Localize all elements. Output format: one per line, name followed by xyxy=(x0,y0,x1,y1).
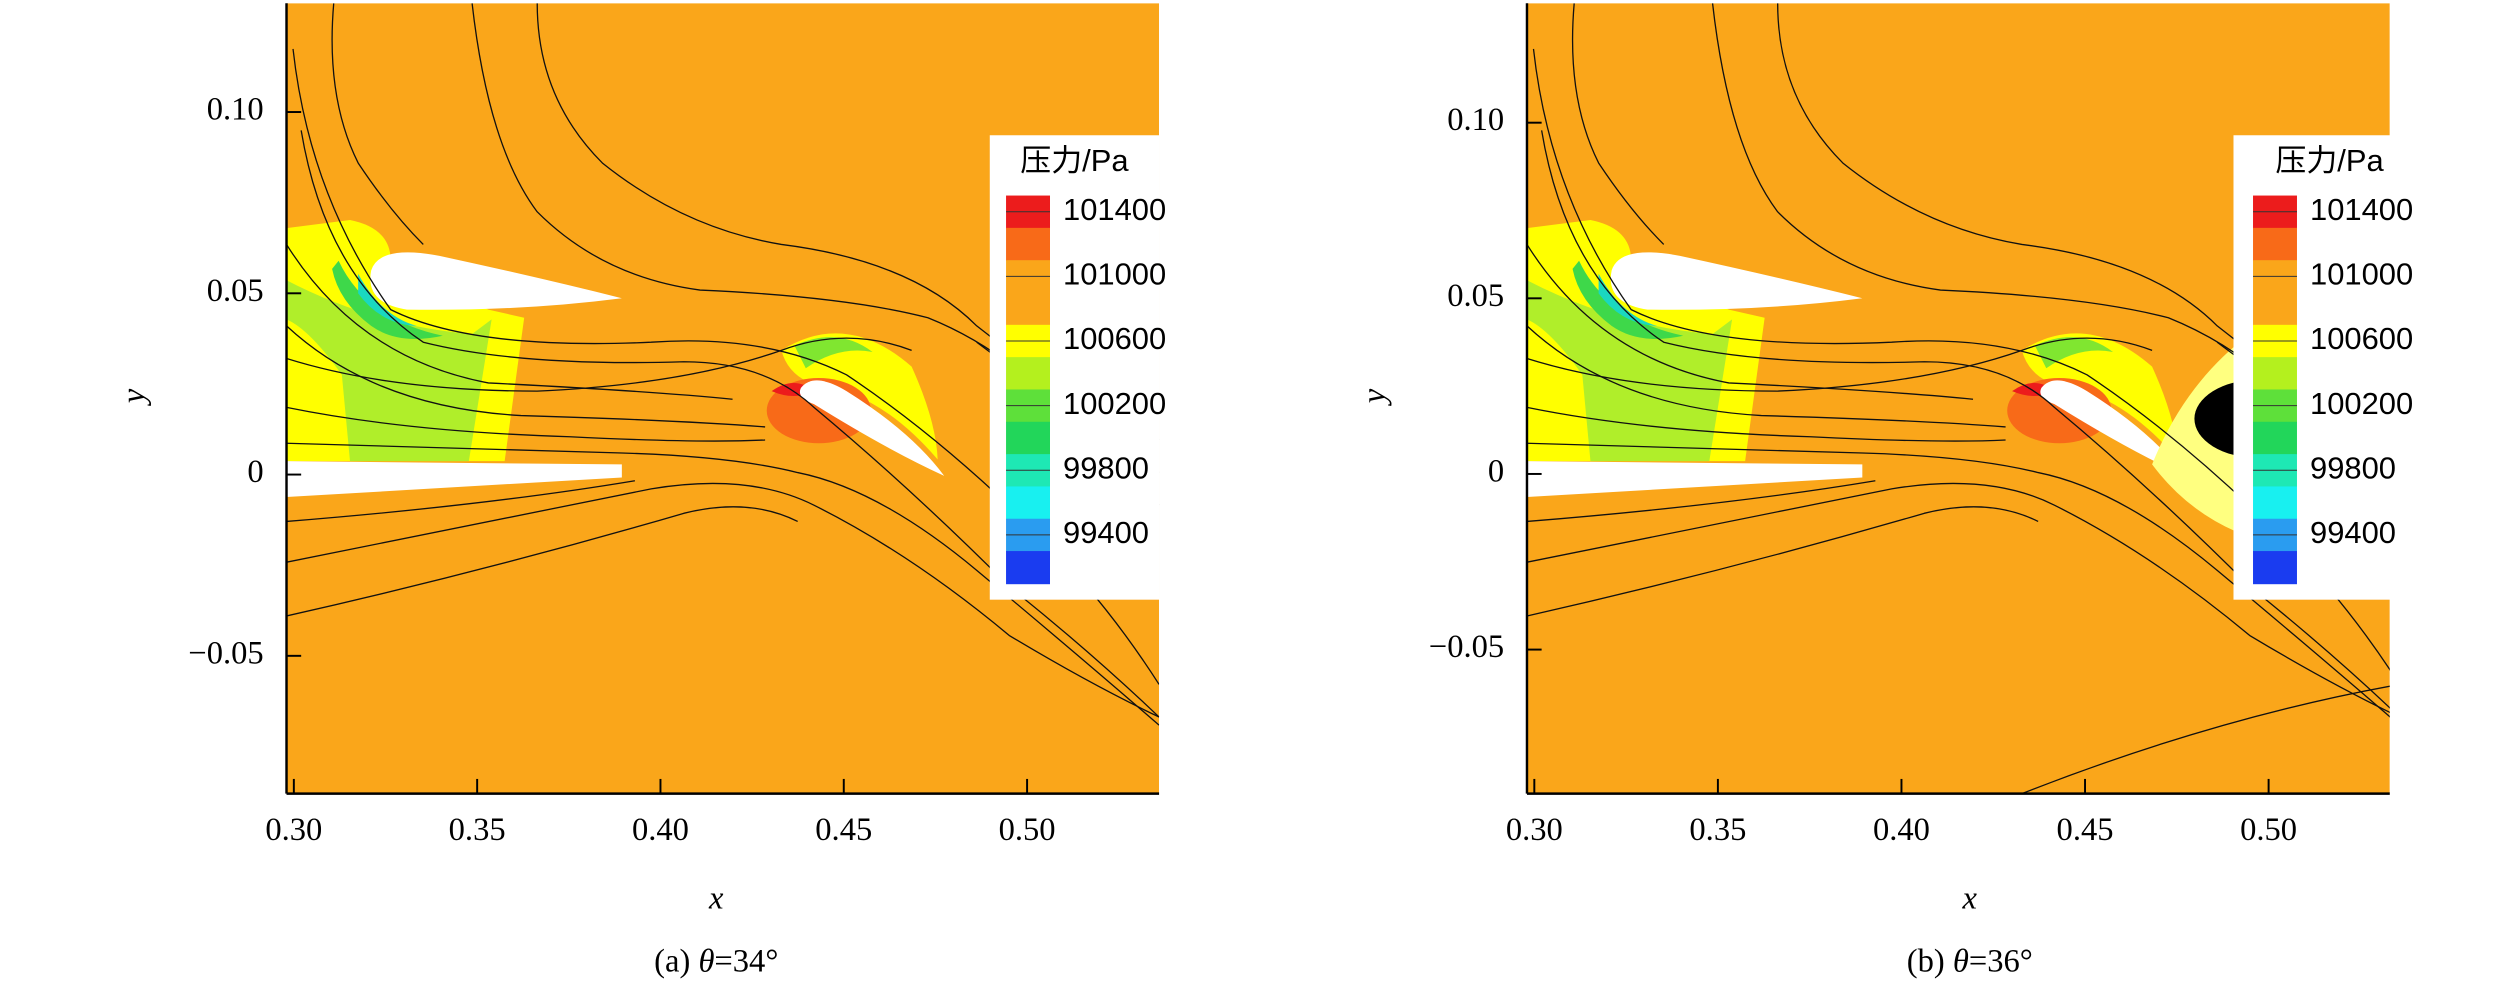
y-tick-label: −0.05 xyxy=(188,635,263,671)
legend: 压力/Pa 101400 101000 100600 100200 99800 99400 xyxy=(2233,135,2426,600)
field-region xyxy=(286,461,622,498)
colorbar-label: 100600 xyxy=(2310,321,2413,356)
caption-part: (b) xyxy=(1907,944,1953,980)
caption: (a) θ=34° xyxy=(654,944,778,980)
colorbar-label: 101400 xyxy=(1063,192,1166,227)
caption-part: =36° xyxy=(1969,944,2033,980)
x-tick-label: 0.35 xyxy=(449,812,506,848)
x-tick-label: 0.50 xyxy=(2240,812,2297,848)
y-tick-label: 0 xyxy=(247,454,263,490)
x-tick-label: 0.40 xyxy=(1873,812,1930,848)
colorbar-band xyxy=(1006,421,1050,455)
streamline xyxy=(286,506,798,617)
colorbar-band xyxy=(2253,551,2297,585)
colorbar-band xyxy=(1006,227,1050,262)
streamline xyxy=(1526,244,1974,400)
field-region xyxy=(1572,260,1684,339)
field-region xyxy=(1610,252,1863,310)
streamline xyxy=(286,244,733,400)
caption: (b) θ=36° xyxy=(1907,944,2033,980)
colorbar-label: 101000 xyxy=(1063,257,1166,292)
caption-part: θ xyxy=(1953,944,1969,980)
pressure-field xyxy=(286,219,945,498)
streamline xyxy=(286,337,912,392)
streamline xyxy=(1526,482,2390,714)
colorbar-label: 99800 xyxy=(1063,450,1149,485)
streamline xyxy=(1571,3,1665,245)
colorbar-label: 99400 xyxy=(1063,515,1149,550)
streamline xyxy=(286,480,635,523)
colorbar-label: 100600 xyxy=(1063,321,1166,356)
colorbar-band xyxy=(1006,357,1050,391)
y-tick-label: 0.10 xyxy=(207,91,264,127)
caption-part: =34° xyxy=(714,944,778,980)
colorbar-band xyxy=(1006,486,1050,520)
x-axis-label: x xyxy=(708,881,724,917)
y-axis-label: y xyxy=(1357,388,1393,406)
x-axis-label: x xyxy=(1962,881,1978,917)
streamline xyxy=(286,482,1160,718)
colorbar-band xyxy=(2253,486,2297,520)
legend-title: 压力/Pa xyxy=(2275,143,2384,178)
streamline xyxy=(331,3,424,245)
colorbar-label: 100200 xyxy=(1063,386,1166,421)
field-region xyxy=(332,260,443,339)
y-tick-label: −0.05 xyxy=(1429,629,1504,665)
field-region xyxy=(799,380,945,476)
legend-title: 压力/Pa xyxy=(1020,143,1129,178)
streamline xyxy=(1526,480,1876,523)
colorbar-label: 101400 xyxy=(2310,192,2413,227)
x-tick-label: 0.30 xyxy=(265,812,322,848)
colorbar-label: 101000 xyxy=(2310,257,2413,292)
streamline xyxy=(286,442,1160,726)
colorbar-band xyxy=(2253,227,2297,262)
y-tick-label: 0 xyxy=(1488,453,1504,489)
legend: 压力/Pa 101400 101000 100600 100200 99800 99400 xyxy=(989,135,1166,600)
y-axis-label: y xyxy=(116,388,152,406)
colorbar-band xyxy=(2253,357,2297,391)
caption-part: (a) xyxy=(654,944,698,980)
streamline xyxy=(1526,325,2006,428)
x-tick-label: 0.45 xyxy=(2057,812,2114,848)
field-region xyxy=(1598,273,1658,326)
field-region xyxy=(1526,280,1733,462)
y-tick-label: 0.05 xyxy=(1447,278,1504,314)
field-region xyxy=(1526,461,1863,498)
field-region xyxy=(2040,380,2185,476)
field-region xyxy=(286,280,492,462)
y-tick-label: 0.05 xyxy=(207,273,264,309)
streamline xyxy=(286,325,766,428)
colorbar-label: 99800 xyxy=(2310,450,2396,485)
colorbar-band xyxy=(1006,292,1050,326)
x-tick-label: 0.30 xyxy=(1506,812,1563,848)
x-tick-label: 0.35 xyxy=(1689,812,1746,848)
field-region xyxy=(370,252,622,310)
colorbar-label: 99400 xyxy=(2310,515,2396,550)
field-region xyxy=(358,273,417,326)
x-tick-label: 0.45 xyxy=(815,812,872,848)
colorbar-band xyxy=(1006,551,1050,585)
colorbar-band xyxy=(2253,292,2297,326)
caption-part: θ xyxy=(698,944,714,980)
x-tick-label: 0.40 xyxy=(632,812,689,848)
colorbar-label: 100200 xyxy=(2310,386,2413,421)
x-tick-label: 0.50 xyxy=(999,812,1056,848)
y-tick-label: 0.10 xyxy=(1447,102,1504,138)
streamline xyxy=(1526,406,2006,442)
streamline xyxy=(1526,337,2153,392)
streamline xyxy=(1526,506,2039,617)
streamline xyxy=(2021,685,2390,794)
colorbar-band xyxy=(2253,421,2297,455)
streamline xyxy=(286,406,766,442)
streamline xyxy=(1526,442,2390,718)
